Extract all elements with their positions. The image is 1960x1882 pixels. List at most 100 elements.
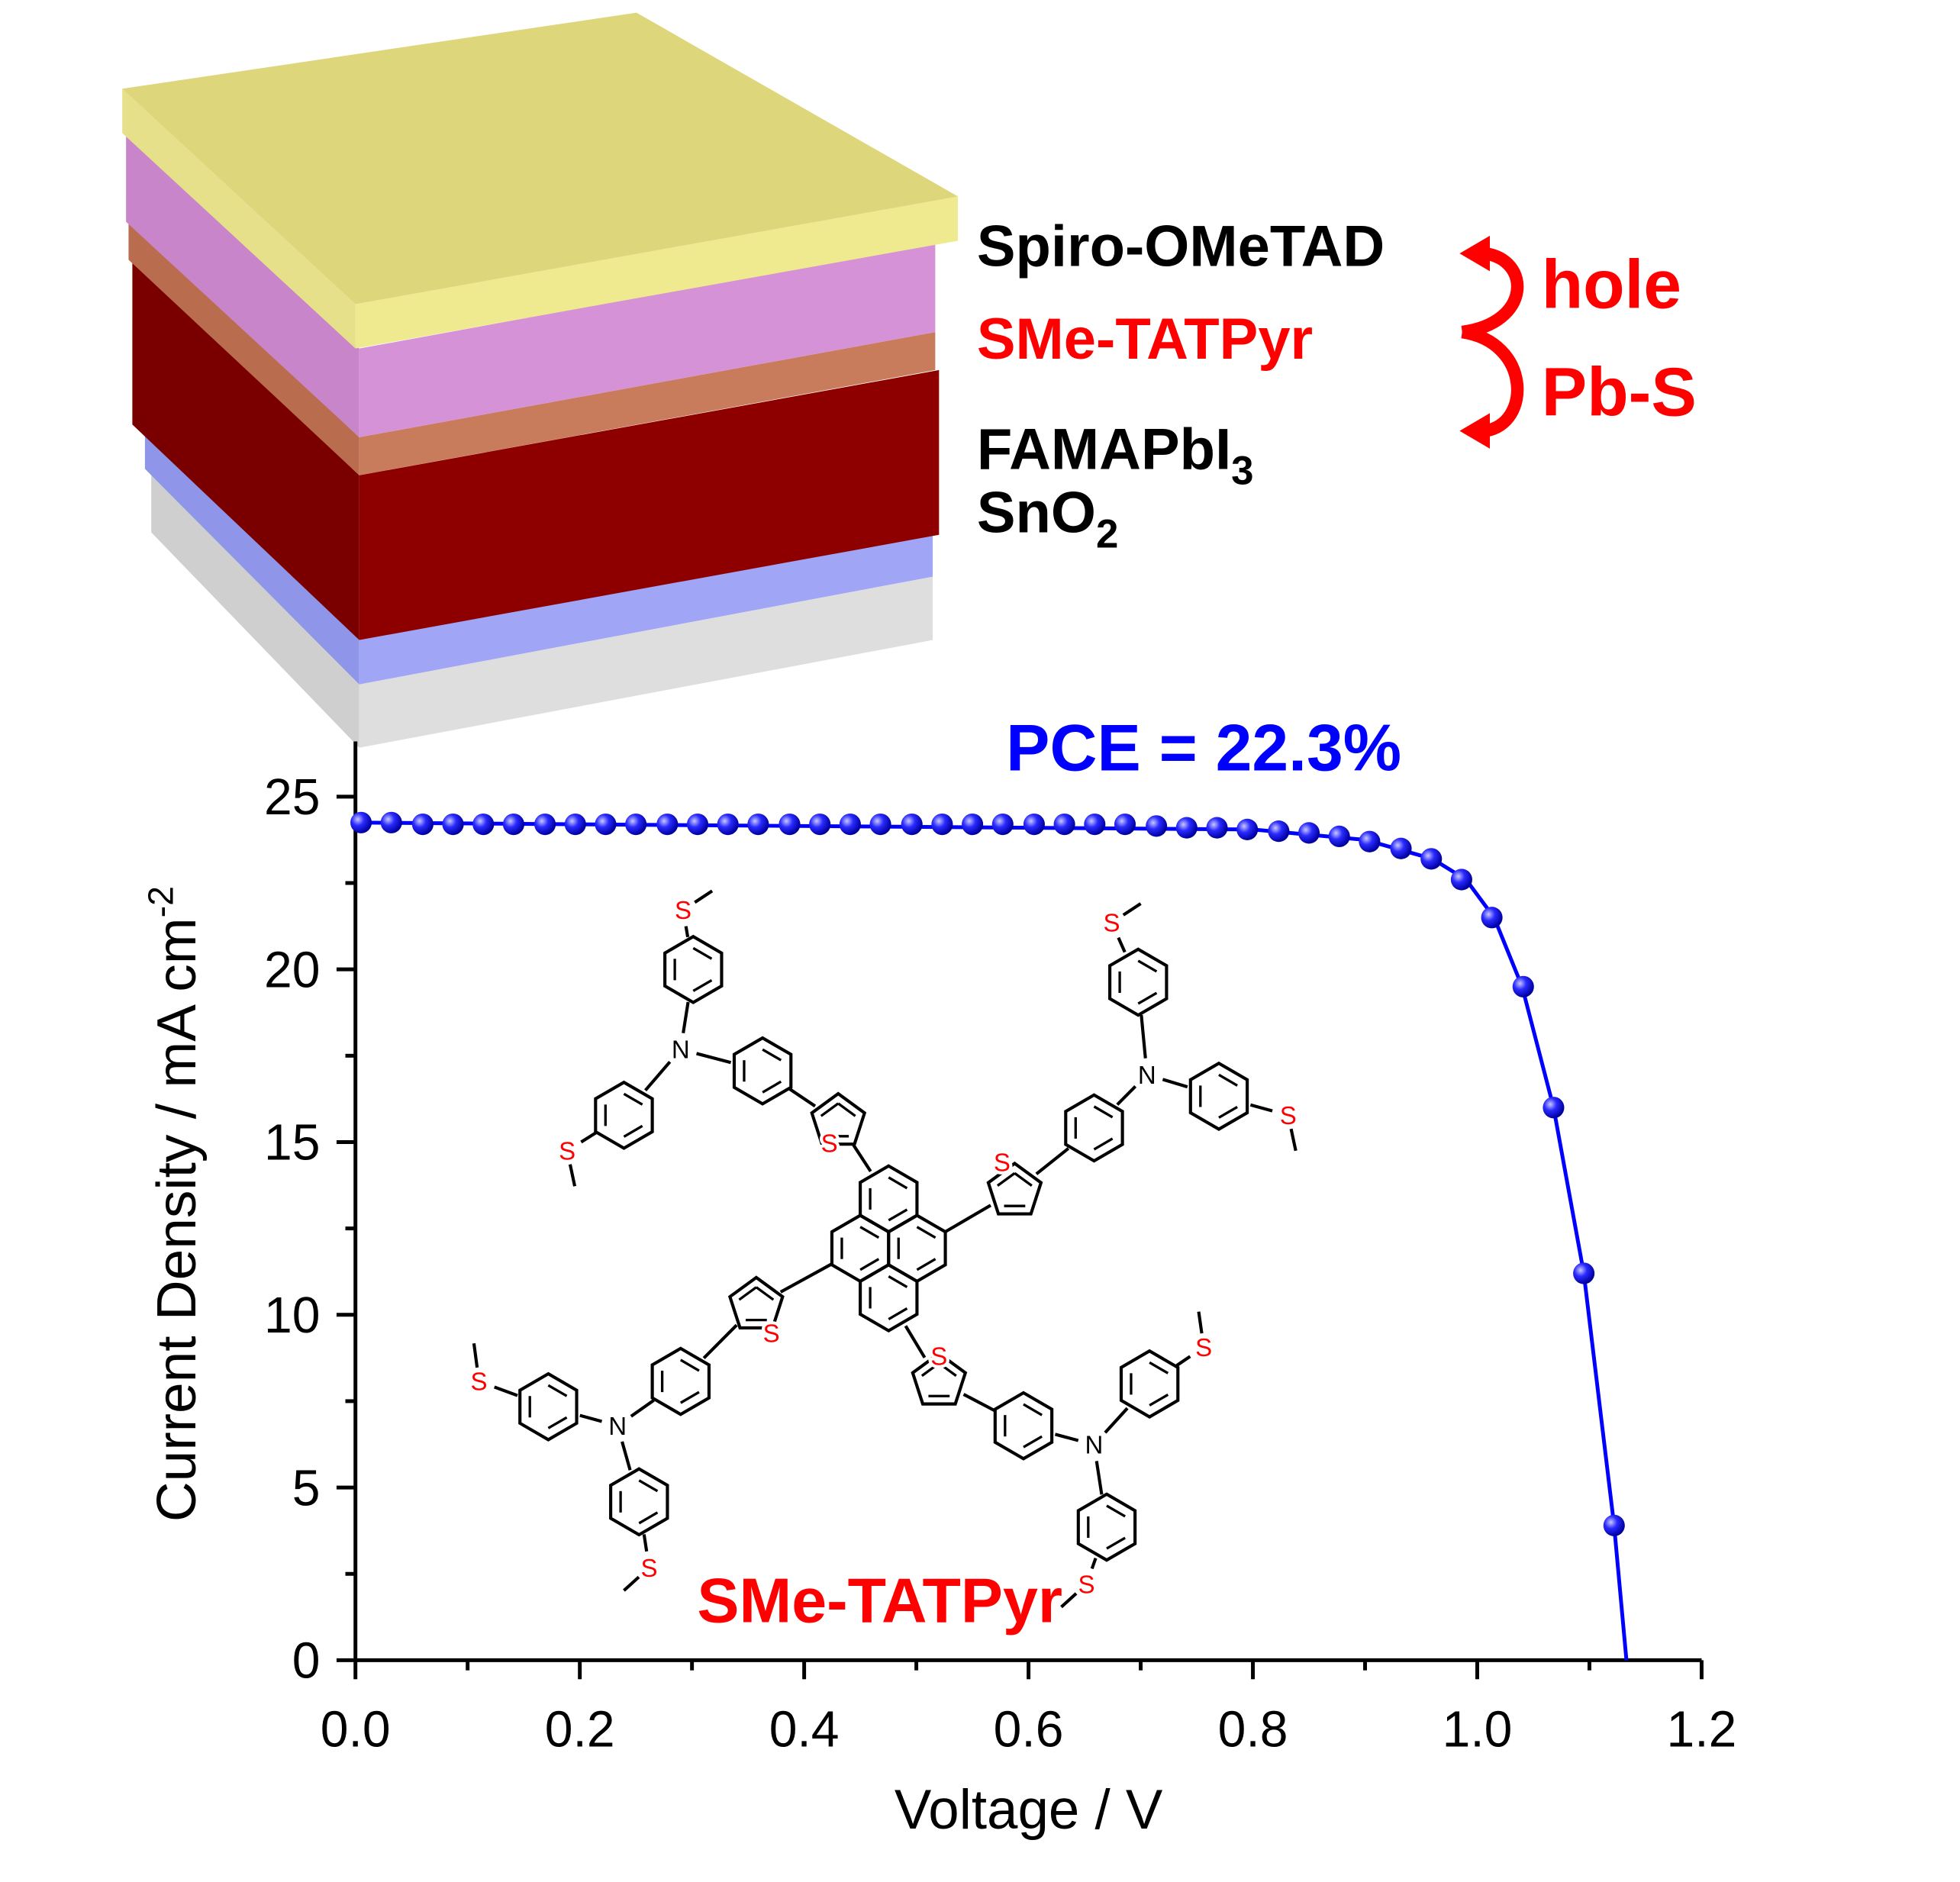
benzene-ring — [650, 1346, 711, 1416]
layer-label: Spiro-OMeTAD — [977, 214, 1385, 279]
bond — [1140, 1014, 1147, 1059]
methyl-bond — [472, 1342, 479, 1368]
atom-label: S — [930, 1342, 947, 1371]
atom-label: S — [1280, 1102, 1297, 1130]
double-bond — [888, 1176, 908, 1190]
layer-label: SMe-TATPyr — [977, 307, 1313, 372]
arrow-head — [1459, 413, 1491, 449]
double-bond — [859, 1258, 880, 1271]
arrow-label: Pb-S — [1542, 353, 1697, 430]
data-point — [1420, 848, 1443, 870]
data-point — [839, 813, 861, 836]
double-bond — [679, 1391, 700, 1404]
bond — [630, 1399, 655, 1418]
atom-label: S — [1104, 909, 1120, 937]
data-point — [931, 813, 953, 836]
atom-label: S — [763, 1320, 780, 1349]
benzene-ring — [518, 1371, 579, 1442]
bond — [579, 1413, 603, 1423]
benzene-ring — [1119, 1349, 1180, 1419]
atom-label: S — [471, 1368, 488, 1397]
double-bond — [762, 1080, 782, 1094]
layer-label-main: FAMAPbI — [977, 417, 1231, 482]
molecule-name: SMe-TATPyr — [697, 1565, 1062, 1635]
data-point — [686, 813, 709, 836]
x-tick-label: 0.2 — [545, 1701, 615, 1758]
data-point — [1084, 813, 1106, 836]
bond — [944, 1204, 992, 1233]
atom-label: S — [1078, 1571, 1095, 1599]
data-point — [747, 813, 769, 836]
benzene-ring — [732, 1036, 793, 1106]
x-tick-label: 0.6 — [994, 1701, 1064, 1758]
methyl-bond — [623, 1575, 640, 1592]
benzene-ring — [1188, 1061, 1249, 1131]
y-tick-label: 10 — [264, 1287, 320, 1344]
double-bond — [762, 1048, 782, 1062]
bond — [1090, 1558, 1098, 1570]
data-point — [1053, 813, 1075, 836]
benzene-ring — [1108, 947, 1169, 1017]
bond — [580, 1131, 598, 1144]
layer-label: FAMAPbI3 — [977, 417, 1254, 493]
y-tick-label: 0 — [292, 1632, 321, 1689]
data-point — [1298, 822, 1320, 844]
layer-label-sub: 3 — [1231, 448, 1253, 493]
bond — [788, 1088, 817, 1108]
data-point — [1175, 817, 1198, 839]
data-point — [472, 813, 495, 836]
atom-label: N — [1085, 1432, 1104, 1460]
device-labels: Spiro-OMeTAD SMe-TATPyr FAMAPbI3 SnO2 ho… — [977, 214, 1697, 557]
bond — [1116, 1084, 1137, 1106]
double-bond — [755, 1286, 775, 1301]
bond — [702, 1323, 738, 1359]
double-bond — [916, 1258, 936, 1271]
benzene-ring — [993, 1391, 1054, 1461]
arrow — [1461, 325, 1524, 437]
benzene-ring — [609, 1467, 669, 1537]
jv-chart: 0.0 0.2 0.4 0.6 0.8 1.0 1.2 0 5 10 15 20 25 Voltage /… — [140, 711, 1736, 1841]
x-tick-label: 0.0 — [321, 1701, 391, 1758]
x-tick-label: 0.8 — [1218, 1701, 1288, 1758]
data-point — [534, 813, 556, 836]
arrow-label: hole — [1542, 246, 1681, 322]
atom-label: N — [608, 1413, 627, 1441]
benzene-ring — [1076, 1492, 1137, 1562]
data-point — [1603, 1514, 1625, 1536]
double-bond — [837, 1102, 856, 1117]
x-axis-label: Voltage / V — [895, 1779, 1163, 1841]
data-point — [1481, 907, 1503, 929]
double-bond — [1093, 1137, 1114, 1151]
data-point — [779, 813, 801, 836]
double-bond — [547, 1416, 568, 1429]
y-axis-label-main: Current Density / mA cm — [146, 917, 208, 1522]
double-bond — [938, 1362, 957, 1378]
data-point — [991, 813, 1014, 836]
fit-line — [355, 820, 1629, 1661]
layer-label: SnO2 — [977, 480, 1119, 556]
data-point — [625, 813, 647, 836]
thiophene-ring — [986, 1161, 1043, 1216]
data-point — [564, 813, 586, 836]
bond — [494, 1385, 518, 1397]
double-bond — [738, 1286, 757, 1301]
double-bond — [638, 1511, 659, 1525]
bond — [1175, 1355, 1191, 1367]
benzene-ring — [663, 934, 724, 1004]
double-bond — [920, 1362, 940, 1378]
data-point — [1023, 813, 1045, 836]
methyl-bond — [1289, 1128, 1298, 1152]
data-point — [1573, 1262, 1595, 1284]
atom-label: S — [675, 897, 691, 925]
data-point — [1359, 830, 1381, 852]
bond — [1054, 1432, 1079, 1442]
double-bond — [679, 1358, 700, 1372]
layer-label-sub: 2 — [1096, 511, 1118, 556]
double-bond — [820, 1102, 840, 1117]
data-point — [1146, 815, 1168, 837]
double-bond — [1149, 1361, 1169, 1374]
data-point — [595, 813, 617, 836]
double-bond — [547, 1384, 568, 1397]
bond — [852, 1144, 872, 1172]
